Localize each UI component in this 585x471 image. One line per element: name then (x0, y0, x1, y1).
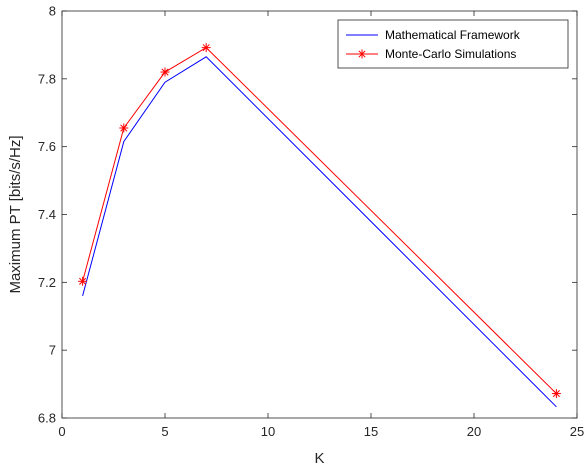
plot-area (62, 11, 577, 418)
marker-stroke (552, 390, 560, 398)
series (78, 43, 561, 408)
data-point-marker (160, 67, 170, 77)
legend-label-mathematical-framework: Mathematical Framework (385, 28, 521, 42)
x-tick-label: 0 (58, 424, 65, 439)
plot-frame (61, 10, 578, 419)
legend-marker-monte-carlo-simulations (357, 49, 367, 59)
data-point-marker (119, 123, 129, 133)
marker-stroke (161, 68, 169, 76)
x-tick-label: 10 (261, 424, 275, 439)
x-tick-label: 15 (364, 424, 378, 439)
y-tick-label: 7.8 (38, 71, 56, 86)
y-tick-label: 7 (49, 343, 56, 358)
y-tick-label: 6.8 (38, 411, 56, 426)
y-tick-label: 7.6 (38, 139, 56, 154)
marker-stroke (120, 124, 128, 132)
data-point-marker (78, 276, 88, 286)
legend-label-monte-carlo-simulations: Monte-Carlo Simulations (385, 47, 516, 61)
marker-stroke (79, 277, 87, 285)
legend-asterisk (357, 49, 367, 59)
y-tick-label: 7.4 (38, 207, 56, 222)
ticks: 0 5 10 15 20 25 6.8 7 7.2 7.4 7.6 7.8 8 (38, 4, 584, 440)
marker-stroke (358, 50, 366, 58)
data-point-marker (201, 43, 211, 53)
legend: Mathematical Framework Monte-Carlo Simul… (337, 19, 569, 69)
legend-box (337, 19, 569, 69)
x-tick-label: 20 (467, 424, 481, 439)
y-axis-title: Maximum PT [bits/s/Hz] (7, 135, 24, 293)
y-tick-label: 7.2 (38, 275, 56, 290)
y-tick-label: 8 (49, 4, 56, 19)
x-tick-label: 5 (161, 424, 168, 439)
x-tick-label: 25 (570, 424, 584, 439)
marker-stroke (202, 44, 210, 52)
x-axis-title: K (314, 450, 324, 467)
series-line-0 (82, 56, 557, 408)
data-point-marker (551, 389, 561, 399)
